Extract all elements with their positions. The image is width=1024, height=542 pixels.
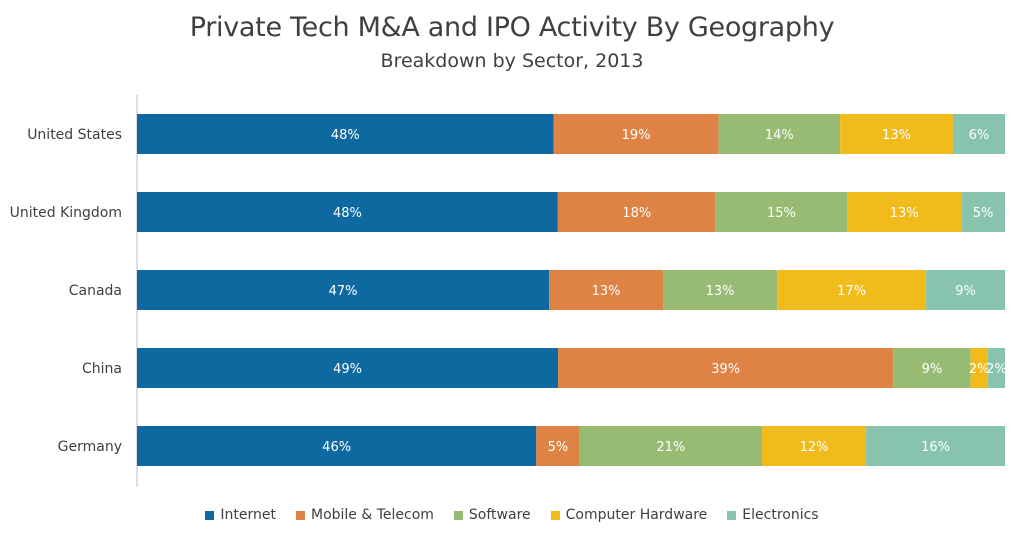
bar-segment bbox=[961, 192, 1005, 232]
bar-segment bbox=[137, 114, 554, 154]
data-label: 48% bbox=[331, 128, 360, 143]
data-label: 13% bbox=[706, 284, 735, 299]
data-label: 19% bbox=[622, 128, 651, 143]
bar-segment bbox=[553, 114, 719, 154]
category-label: Germany bbox=[58, 439, 122, 455]
legend-label: Internet bbox=[220, 507, 276, 523]
bar-segment bbox=[866, 426, 1005, 466]
bar-segment bbox=[777, 270, 927, 310]
category-label: United States bbox=[27, 127, 122, 143]
data-label: 47% bbox=[329, 284, 358, 299]
legend-item: Software bbox=[453, 507, 531, 523]
data-label: 13% bbox=[882, 128, 911, 143]
bar-segment bbox=[952, 114, 1005, 154]
category-label: Canada bbox=[69, 283, 122, 299]
data-label: 9% bbox=[955, 284, 976, 299]
bar-segment bbox=[137, 192, 558, 232]
category-label: United Kingdom bbox=[10, 205, 122, 221]
data-label: 13% bbox=[592, 284, 621, 299]
data-label: 2% bbox=[969, 362, 990, 377]
data-label: 21% bbox=[656, 440, 685, 455]
data-label: 13% bbox=[890, 206, 919, 221]
data-label: 49% bbox=[333, 362, 362, 377]
legend-item: Computer Hardware bbox=[550, 507, 708, 523]
data-label: 39% bbox=[711, 362, 740, 377]
bar-segment bbox=[137, 348, 559, 388]
bar-segment bbox=[761, 426, 867, 466]
data-label: 5% bbox=[973, 206, 994, 221]
legend-label: Electronics bbox=[742, 507, 819, 523]
data-label: 2% bbox=[986, 362, 1007, 377]
bar-segment bbox=[715, 192, 848, 232]
category-label: China bbox=[82, 361, 122, 377]
bar-segment bbox=[840, 114, 953, 154]
data-label: 18% bbox=[622, 206, 651, 221]
chart-subtitle: Breakdown by Sector, 2013 bbox=[380, 50, 644, 72]
data-label: 16% bbox=[921, 440, 950, 455]
bar-segment bbox=[893, 348, 971, 388]
legend-swatch bbox=[205, 510, 215, 520]
legend-label: Software bbox=[468, 507, 531, 523]
legend-swatch bbox=[453, 510, 463, 520]
bar-segment bbox=[558, 348, 894, 388]
legend-item: Electronics bbox=[727, 507, 819, 523]
bar-segment bbox=[579, 426, 762, 466]
chart-legend: Internet Mobile & Telecom Software Computer… bbox=[0, 507, 1024, 523]
bar-segment bbox=[536, 426, 580, 466]
bar-segment bbox=[549, 270, 664, 310]
data-label: 48% bbox=[333, 206, 362, 221]
bar-segment bbox=[987, 348, 1005, 388]
bar-segment bbox=[926, 270, 1005, 310]
legend-swatch bbox=[727, 510, 737, 520]
data-label: 9% bbox=[922, 362, 943, 377]
data-label: 6% bbox=[969, 128, 990, 143]
data-label: 12% bbox=[800, 440, 829, 455]
legend-item: Internet bbox=[205, 507, 276, 523]
data-label: 17% bbox=[837, 284, 866, 299]
bar-segment bbox=[557, 192, 716, 232]
data-label: 46% bbox=[322, 440, 351, 455]
legend-swatch bbox=[295, 510, 305, 520]
bar-segment bbox=[663, 270, 778, 310]
legend-item: Mobile & Telecom bbox=[295, 507, 434, 523]
bar-segment bbox=[137, 426, 537, 466]
data-label: 14% bbox=[765, 128, 794, 143]
legend-label: Computer Hardware bbox=[565, 507, 708, 523]
bar-segment bbox=[137, 270, 550, 310]
chart-title: Private Tech M&A and IPO Activity By Geo… bbox=[189, 12, 835, 43]
legend-label: Mobile & Telecom bbox=[310, 507, 434, 523]
data-label: 15% bbox=[767, 206, 796, 221]
data-label: 5% bbox=[548, 440, 569, 455]
bar-segment bbox=[718, 114, 841, 154]
legend-swatch bbox=[550, 510, 560, 520]
bar-segment bbox=[970, 348, 988, 388]
bar-segment bbox=[847, 192, 962, 232]
